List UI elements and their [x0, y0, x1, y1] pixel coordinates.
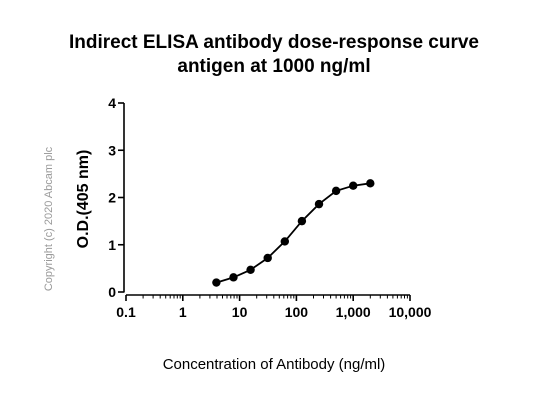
data-point — [280, 237, 290, 246]
x-axis-label: Concentration of Antibody (ng/ml) — [162, 356, 386, 373]
x-tick-label: 0.1 — [116, 304, 136, 320]
data-point — [229, 273, 238, 282]
y-tick-label: 3 — [108, 142, 116, 158]
y-tick-label: 4 — [108, 95, 116, 111]
data-point — [349, 181, 358, 190]
x-tick-label: 10 — [232, 304, 248, 320]
chart-subtitle: antigen at 1000 ng/ml — [177, 56, 371, 77]
data-point — [331, 186, 341, 196]
chart-title: Indirect ELISA antibody dose-response cu… — [68, 32, 479, 53]
data-point — [246, 265, 255, 274]
x-tick-label: 100 — [285, 304, 309, 320]
data-point — [314, 199, 324, 209]
data-point — [263, 253, 272, 263]
x-tick-label: 1 — [179, 304, 187, 320]
x-tick-label: 10,000 — [389, 304, 432, 320]
x-tick-label: 1,000 — [336, 304, 371, 320]
data-point — [212, 278, 221, 287]
y-tick-label: 1 — [108, 237, 116, 253]
data-point — [297, 216, 307, 226]
y-tick-label: 0 — [108, 284, 116, 300]
data-point — [366, 179, 375, 188]
series-line — [216, 182, 371, 284]
y-tick-label: 2 — [108, 190, 116, 206]
